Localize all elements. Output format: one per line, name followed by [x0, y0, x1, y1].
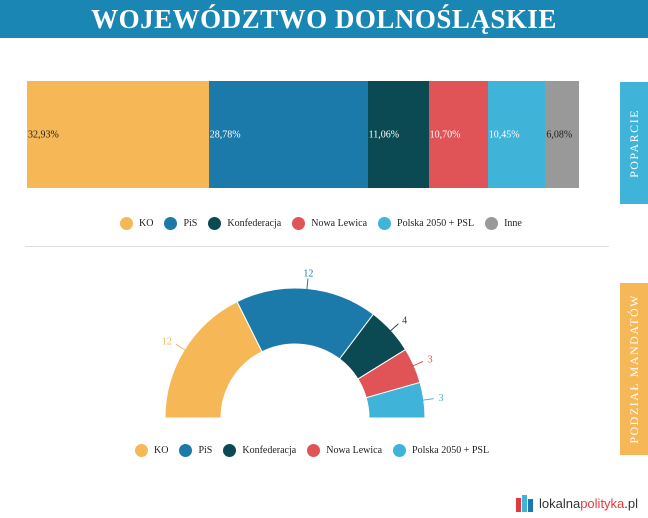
seats-legend: KO PiS Konfederacja Nowa Lewica Polska 2050 … — [135, 444, 500, 457]
legend-label: Inne — [504, 218, 522, 229]
legend-swatch — [120, 217, 133, 230]
legend-item-polska-2050-psl: Polska 2050 + PSL — [393, 444, 489, 457]
legend-label: KO — [139, 218, 154, 229]
legend-item-nowa-lewica: Nowa Lewica — [292, 217, 367, 230]
bar-segment-polska-2050-psl: 10,45% — [487, 81, 546, 188]
legend-label: Nowa Lewica — [326, 445, 383, 456]
donut-label-leader — [175, 343, 187, 352]
legend-label: PiS — [183, 218, 198, 229]
legend-item-ko: KO — [135, 444, 168, 457]
bar-data-label: 11,06% — [368, 129, 400, 140]
legend-item-pis: PiS — [179, 444, 212, 457]
brand-books-icon — [516, 495, 533, 512]
donut-label-leader — [389, 323, 399, 333]
legend-label: KO — [154, 445, 169, 456]
legend-swatch — [393, 444, 407, 457]
support-legend: KO PiS Konfederacja Nowa Lewica Polska 2050 … — [120, 217, 533, 230]
legend-swatch — [208, 217, 222, 230]
donut-data-label: 3 — [439, 393, 444, 404]
donut-slice-polska-2050-psl — [365, 381, 426, 419]
donut-label-leader — [421, 398, 434, 401]
legend-item-polska-2050-psl: Polska 2050 + PSL — [378, 217, 474, 230]
legend-swatch — [164, 217, 178, 230]
bar-segment-inne: 6,08% — [545, 81, 579, 188]
legend-swatch — [135, 444, 148, 457]
legend-item-pis: PiS — [164, 217, 197, 230]
bar-segment-nowa-lewica: 10,70% — [428, 81, 488, 188]
legend-swatch — [223, 444, 237, 457]
legend-item-konfederacja: Konfederacja — [223, 444, 296, 457]
bar-data-label: 32,93% — [28, 129, 59, 140]
side-tab-support-label: POPARCIE — [626, 108, 641, 178]
brand-name: lokalnapolityka.pl — [539, 496, 638, 511]
legend-label: PiS — [198, 445, 213, 456]
side-tab-support: POPARCIE — [620, 82, 648, 204]
legend-label: Polska 2050 + PSL — [397, 218, 475, 229]
bar-data-label: 10,45% — [488, 129, 520, 140]
side-tab-seats: PODZIAŁ MANDATÓW — [620, 283, 648, 455]
bar-segment-pis: 28,78% — [208, 81, 368, 188]
section-divider — [25, 246, 609, 247]
legend-label: Polska 2050 + PSL — [412, 445, 490, 456]
legend-label: Konfederacja — [242, 445, 297, 456]
legend-swatch — [378, 217, 392, 230]
bar-segment-konfederacja: 11,06% — [367, 81, 429, 188]
seats-semi-donut-chart: 12 12 4 3 3 — [162, 269, 444, 419]
header-bar: WOJEWÓDZTWO DOLNOŚLĄSKIE — [0, 0, 648, 38]
brand-logo-block: lokalnapolityka.pl — [516, 495, 638, 512]
legend-item-konfederacja: Konfederacja — [208, 217, 281, 230]
page-title: WOJEWÓDZTWO DOLNOŚLĄSKIE — [91, 3, 557, 34]
legend-swatch — [179, 444, 193, 457]
donut-label-leader — [306, 278, 309, 291]
support-stacked-bar-chart: 32,93% 28,78% 11,06% 10,70% 10,45% 6,08% — [27, 81, 579, 188]
legend-label: Nowa Lewica — [311, 218, 368, 229]
legend-item-inne: Inne — [485, 217, 522, 230]
bar-data-label: 6,08% — [546, 129, 573, 140]
donut-label-leader — [411, 360, 424, 367]
brand-part-1: lokalna — [539, 496, 581, 511]
legend-swatch — [485, 217, 499, 230]
bar-data-label: 28,78% — [209, 129, 241, 140]
bar-data-label: 10,70% — [429, 129, 461, 140]
legend-item-ko: KO — [120, 217, 153, 230]
legend-item-nowa-lewica: Nowa Lewica — [307, 444, 382, 457]
legend-swatch — [307, 444, 321, 457]
donut-data-label: 3 — [428, 354, 433, 365]
brand-part-3: .pl — [624, 496, 639, 511]
donut-data-label: 4 — [402, 315, 407, 326]
bar-segment-ko: 32,93% — [27, 81, 209, 188]
legend-label: Konfederacja — [227, 218, 282, 229]
legend-swatch — [292, 217, 306, 230]
donut-data-label: 12 — [162, 337, 172, 348]
donut-data-label: 12 — [303, 269, 313, 280]
brand-part-2: polityka — [580, 496, 625, 511]
